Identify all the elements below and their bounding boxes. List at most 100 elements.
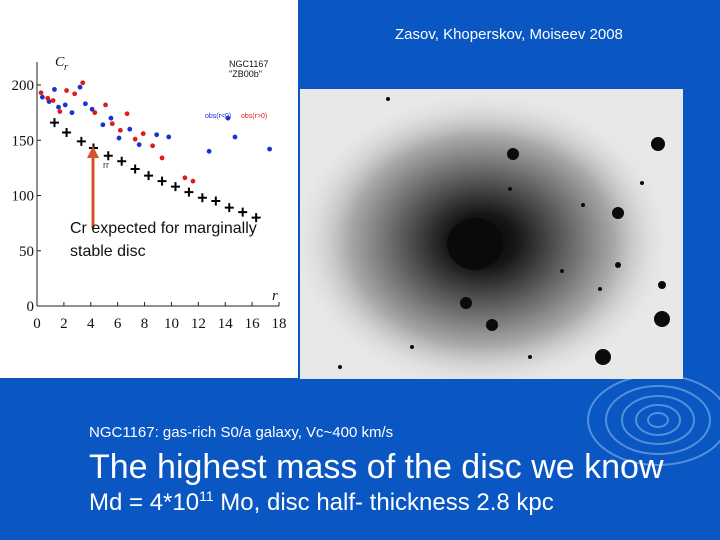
star [654, 311, 670, 327]
plus-marker [76, 136, 86, 146]
star [651, 137, 665, 151]
data-point [117, 127, 123, 133]
data-point [150, 143, 156, 149]
plus-marker [103, 151, 113, 161]
star [508, 187, 512, 191]
legend-entry-pos: obs(r>0) [241, 113, 268, 120]
x-tick-label: 0 [33, 316, 41, 332]
annotation-line-2: stable disc [70, 243, 146, 260]
plus-marker [117, 156, 127, 166]
plus-marker [62, 128, 72, 138]
plus-marker [197, 193, 207, 203]
x-tick-label: 12 [191, 316, 206, 332]
data-point [100, 122, 106, 128]
citation-text: Zasov, Khoperskov, Moiseev 2008 [395, 26, 623, 43]
data-point [206, 148, 212, 154]
plus-marker [224, 203, 234, 213]
data-point [64, 88, 69, 93]
data-point [103, 102, 108, 108]
legend-entry-neg: obs(r<0) [205, 113, 232, 120]
plus-marker [130, 164, 140, 174]
caption-text: NGC1167: gas-rich S0/a galaxy, Vc~400 km… [89, 424, 394, 441]
star [460, 297, 472, 309]
annotation-line-1: Cr expected for marginally [70, 220, 257, 237]
data-point [124, 111, 130, 117]
data-point [92, 110, 98, 116]
plus-marker [144, 171, 154, 181]
y-tick-label: 50 [19, 244, 34, 260]
star [595, 349, 611, 365]
data-point [80, 80, 86, 86]
data-point [72, 91, 78, 97]
x-tick-label: 16 [245, 316, 261, 332]
galaxy-code-label: "ZB00b" [229, 69, 262, 79]
data-point [190, 178, 196, 184]
star [338, 365, 342, 369]
y-axis-label: C [55, 55, 65, 70]
data-point [89, 106, 95, 112]
x-tick-label: 14 [218, 316, 234, 332]
data-point [108, 115, 114, 121]
data-point [127, 126, 133, 132]
x-tick-label: 10 [164, 316, 179, 332]
data-point [39, 94, 45, 100]
star [615, 262, 621, 268]
data-point [116, 135, 122, 141]
data-point [50, 98, 56, 103]
star [386, 97, 390, 101]
data-point [62, 102, 68, 108]
mass-line: Md = 4*1011 Mo, disc half- thickness 2.8… [89, 488, 554, 517]
marker-label: rr [103, 160, 109, 170]
headline-text: The highest mass of the disc we know [89, 448, 664, 486]
plus-marker [170, 182, 180, 192]
mass-prefix: Md = 4*10 [89, 489, 200, 516]
galaxy-core [447, 218, 503, 270]
x-tick-label: 6 [114, 316, 122, 332]
star [410, 345, 414, 349]
y-tick-label: 150 [12, 133, 35, 149]
data-point [69, 110, 75, 116]
data-point [109, 121, 115, 127]
star [581, 203, 585, 207]
data-point [132, 136, 138, 142]
data-point [267, 146, 272, 152]
data-point [140, 131, 146, 137]
star [560, 269, 564, 273]
data-point [56, 104, 61, 110]
data-point [154, 132, 160, 138]
data-point [166, 134, 172, 140]
legend-marker-neg [232, 134, 238, 140]
x-tick-label: 18 [272, 316, 287, 332]
data-point [225, 115, 231, 121]
data-point [38, 90, 44, 96]
y-tick-label: 200 [12, 78, 35, 94]
data-point [45, 95, 51, 101]
data-point [57, 109, 63, 114]
swirl-ring [647, 412, 669, 428]
x-tick-label: 2 [60, 316, 68, 332]
star [528, 355, 532, 359]
data-point [182, 175, 188, 181]
data-point [136, 142, 142, 148]
plus-marker [251, 213, 261, 223]
star [612, 207, 624, 219]
y-tick-label: 0 [27, 299, 35, 315]
data-point [83, 101, 88, 107]
plus-marker [157, 176, 167, 186]
mass-suffix: Mo, disc half- thickness 2.8 kpc [213, 489, 554, 516]
galaxy-name-label: NGC1167 [229, 59, 269, 69]
annotation-arrowhead [87, 146, 99, 158]
star [507, 148, 519, 160]
swirl-ring [605, 385, 711, 455]
x-axis-label: r [272, 288, 278, 304]
mass-exponent: 11 [199, 488, 214, 504]
plus-marker [49, 118, 59, 128]
star [658, 281, 666, 289]
swirl-ring [635, 404, 681, 436]
y-tick-label: 100 [12, 189, 35, 205]
galaxy-image [300, 89, 683, 379]
star [598, 287, 602, 291]
